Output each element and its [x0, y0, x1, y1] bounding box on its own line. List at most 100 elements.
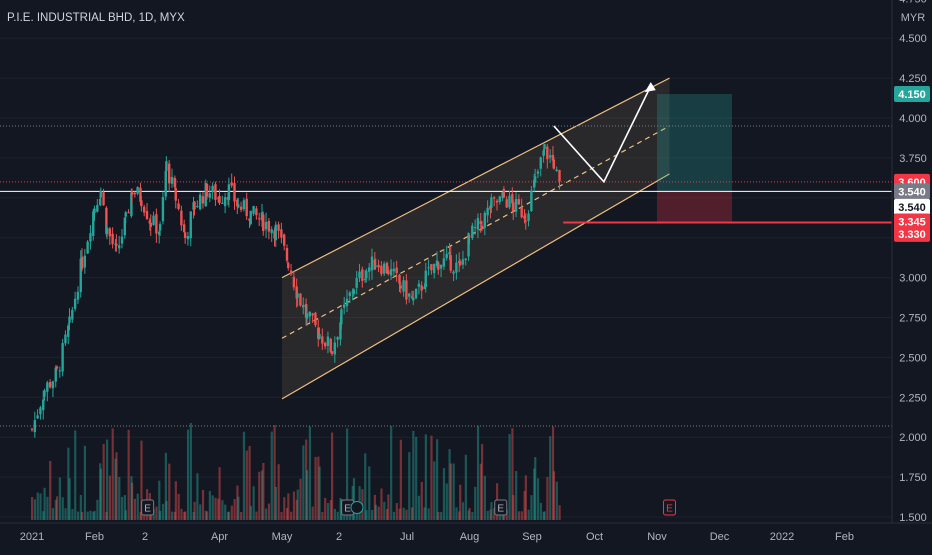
volume-bar [543, 511, 546, 520]
candle-body [67, 325, 70, 337]
channel-fill [282, 78, 670, 399]
volume-bar [130, 476, 133, 520]
candle-body [270, 229, 273, 234]
volume-bar [64, 508, 67, 520]
candle-body [333, 342, 337, 355]
candle-body [365, 271, 368, 279]
volume-bar [474, 486, 477, 520]
candle-body [501, 192, 504, 198]
candle-body [64, 334, 67, 344]
candle-body [167, 163, 171, 184]
candle-body [205, 184, 209, 197]
volume-bar [458, 511, 461, 520]
candle-body [260, 212, 264, 221]
target-zone [657, 94, 732, 192]
candle-body [479, 221, 482, 225]
volume-bar [549, 436, 552, 520]
volume-bar [280, 511, 283, 520]
volume-bar [515, 470, 518, 520]
volume-bar [118, 476, 121, 520]
volume-bar [295, 499, 298, 520]
candle-body [512, 202, 515, 211]
time-tick-label: 2 [142, 531, 148, 543]
volume-bar [364, 453, 367, 520]
volume-bars [31, 423, 561, 520]
volume-bar [261, 470, 264, 520]
candle-body [177, 203, 180, 209]
candle-body [336, 337, 339, 340]
candle-body [145, 211, 149, 220]
candle-body [221, 203, 224, 205]
candle-body [330, 351, 334, 354]
volume-bar [71, 508, 74, 520]
candle-body [439, 264, 443, 269]
candle-body [348, 292, 352, 296]
volume-bar [402, 507, 405, 520]
candle-body [458, 261, 462, 265]
candle-body [367, 267, 371, 272]
time-tick-label: 2022 [770, 531, 794, 543]
volume-bar [408, 452, 411, 520]
volume-bar [287, 493, 290, 520]
candle-body [329, 338, 332, 352]
volume-bar [479, 463, 482, 520]
candle-body [76, 291, 80, 300]
candle-body [435, 260, 439, 266]
volume-bar [314, 456, 317, 520]
candle-body [130, 191, 134, 195]
volume-bar [551, 426, 555, 520]
projection-line [553, 85, 652, 184]
volume-bar [520, 511, 523, 520]
volume-bar [111, 428, 114, 520]
price-tag [894, 225, 930, 242]
candle-body [318, 334, 321, 339]
candle-body [157, 231, 161, 235]
candle-body [304, 303, 308, 318]
dividend-marker [350, 501, 364, 514]
candle-body [543, 144, 546, 149]
candle-body [277, 224, 280, 231]
candle-body [117, 245, 121, 249]
volume-bar [79, 494, 82, 520]
candle-body [511, 194, 514, 204]
candle-body [158, 224, 162, 231]
volume-bar [306, 470, 309, 520]
price-tick-label: 2.000 [899, 432, 927, 444]
candle-body [274, 224, 277, 241]
volume-bar [49, 460, 52, 520]
candle-body [326, 336, 330, 346]
candle-body [33, 420, 37, 433]
volume-bar [311, 506, 314, 520]
candle-body [180, 210, 183, 226]
volume-bar [196, 473, 199, 520]
volume-bar [448, 449, 451, 520]
volume-bar [171, 511, 174, 520]
volume-bar [133, 498, 137, 520]
time-tick-label: Apr [211, 531, 228, 543]
volume-bar [237, 496, 240, 520]
candle-body [140, 200, 143, 207]
candle-body [317, 327, 320, 339]
volume-bar [412, 430, 415, 520]
candle-body [473, 227, 477, 229]
volume-bar [180, 508, 183, 520]
volume-bar [533, 468, 536, 520]
volume-bar [524, 475, 527, 520]
candle-body [289, 270, 293, 275]
volume-bar [58, 477, 62, 520]
candle-body [468, 235, 471, 237]
earnings-marker [494, 499, 508, 516]
candle-body [161, 196, 165, 222]
volume-bar [199, 504, 202, 520]
price-tick-label: 4.250 [899, 73, 927, 85]
earnings-marker-label: E [144, 504, 151, 515]
candle-body [79, 258, 82, 293]
candle-body [558, 170, 561, 182]
candle-body [89, 233, 92, 242]
time-tick-label: Feb [85, 531, 104, 543]
time-tick-label: Nov [647, 531, 667, 543]
candle-body [102, 192, 105, 206]
candle-body [252, 206, 255, 214]
